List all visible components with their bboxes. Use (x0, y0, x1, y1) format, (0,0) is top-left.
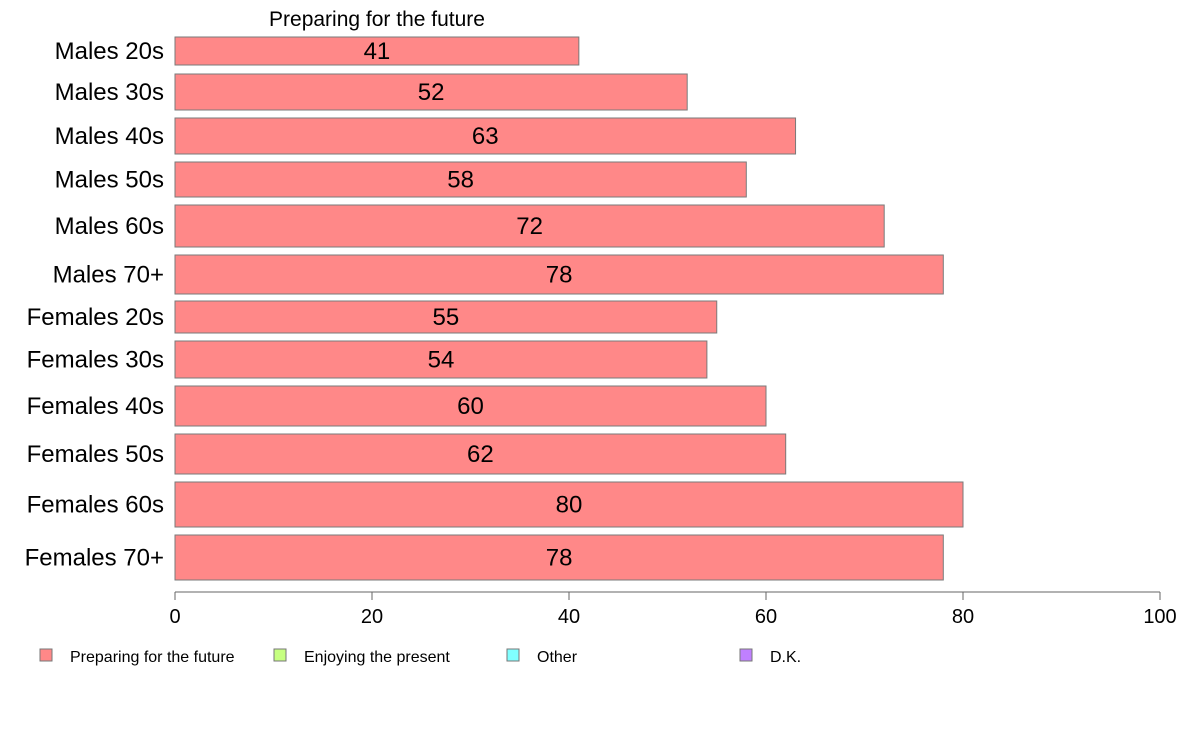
bar (174, 340, 708, 379)
category-label: Females 40s (27, 393, 164, 420)
bar (174, 161, 747, 198)
legend-swatch (506, 648, 520, 662)
x-tick-label: 100 (1143, 606, 1176, 628)
x-tick-label: 0 (169, 606, 180, 628)
data-label: 54 (428, 347, 455, 374)
data-label: 62 (467, 441, 494, 468)
legend-swatch (739, 648, 753, 662)
legend-label: Enjoying the present (304, 649, 450, 666)
data-label: 72 (516, 213, 543, 240)
category-label: Males 40s (55, 123, 164, 150)
category-label: Males 20s (55, 38, 164, 65)
bar (174, 204, 885, 248)
category-label: Females 60s (27, 492, 164, 519)
category-label: Females 30s (27, 347, 164, 374)
bar (174, 385, 767, 427)
data-label: 78 (546, 545, 573, 572)
chart-title: Preparing for the future (269, 8, 485, 31)
legend-label: Other (537, 649, 578, 666)
category-label: Females 20s (27, 304, 164, 331)
x-axis: 0 20 40 60 80 100 (169, 591, 1177, 628)
data-label: 41 (364, 38, 391, 65)
category-label: Males 60s (55, 213, 164, 240)
data-label: 63 (472, 123, 499, 150)
bar (174, 433, 787, 475)
data-label: 80 (556, 492, 583, 519)
legend-swatch (273, 648, 287, 662)
bar-group: Males 20s 41 Males 30s 52 Males 40s 63 Males 5… (25, 36, 964, 581)
data-label: 78 (546, 262, 573, 289)
category-label: Females 70+ (25, 545, 164, 572)
bar (174, 36, 580, 66)
x-tick-label: 40 (558, 606, 580, 628)
bar (174, 117, 797, 155)
bar (174, 534, 944, 581)
bar (174, 254, 944, 295)
data-label: 55 (433, 304, 460, 331)
bar (174, 73, 688, 111)
category-label: Females 50s (27, 441, 164, 468)
bar (174, 300, 718, 334)
legend: Preparing for the future Enjoying the pre… (39, 648, 801, 666)
legend-label: Preparing for the future (70, 649, 235, 666)
bar (174, 481, 964, 528)
data-label: 60 (457, 393, 484, 420)
category-label: Males 70+ (53, 262, 164, 289)
category-label: Males 30s (55, 79, 164, 106)
legend-label: D.K. (770, 649, 801, 666)
x-tick-label: 60 (755, 606, 777, 628)
data-label: 52 (418, 79, 445, 106)
x-tick-label: 80 (952, 606, 974, 628)
data-label: 58 (447, 167, 474, 194)
x-tick-label: 20 (361, 606, 383, 628)
category-label: Males 50s (55, 167, 164, 194)
legend-swatch (39, 648, 53, 662)
